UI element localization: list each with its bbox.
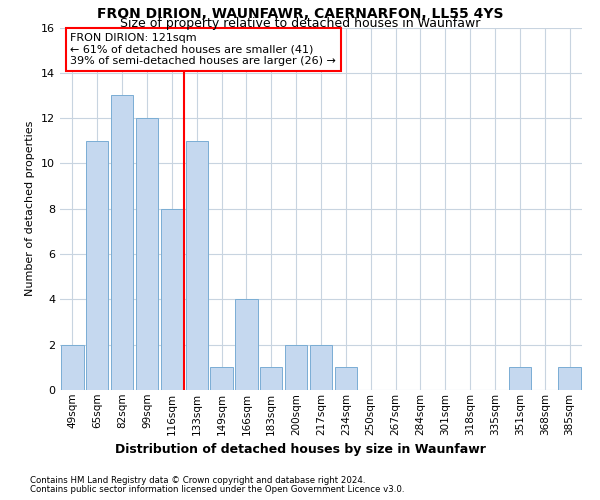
Bar (285, 344, 307, 390)
Bar (260, 368, 283, 390)
Text: Distribution of detached houses by size in Waunfawr: Distribution of detached houses by size … (115, 442, 485, 456)
Bar (559, 368, 581, 390)
Bar (310, 344, 332, 390)
Bar (509, 368, 531, 390)
Bar (235, 300, 257, 390)
Bar (161, 209, 183, 390)
Bar (111, 96, 133, 390)
Bar (185, 141, 208, 390)
Text: Size of property relative to detached houses in Waunfawr: Size of property relative to detached ho… (120, 18, 480, 30)
Bar (86, 141, 109, 390)
Bar (61, 344, 83, 390)
Text: Contains HM Land Registry data © Crown copyright and database right 2024.: Contains HM Land Registry data © Crown c… (30, 476, 365, 485)
Text: FRON DIRION, WAUNFAWR, CAERNARFON, LL55 4YS: FRON DIRION, WAUNFAWR, CAERNARFON, LL55 … (97, 8, 503, 22)
Bar (211, 368, 233, 390)
Text: Contains public sector information licensed under the Open Government Licence v3: Contains public sector information licen… (30, 485, 404, 494)
Bar (136, 118, 158, 390)
Y-axis label: Number of detached properties: Number of detached properties (25, 121, 35, 296)
Bar (335, 368, 357, 390)
Text: FRON DIRION: 121sqm
← 61% of detached houses are smaller (41)
39% of semi-detach: FRON DIRION: 121sqm ← 61% of detached ho… (70, 33, 337, 66)
